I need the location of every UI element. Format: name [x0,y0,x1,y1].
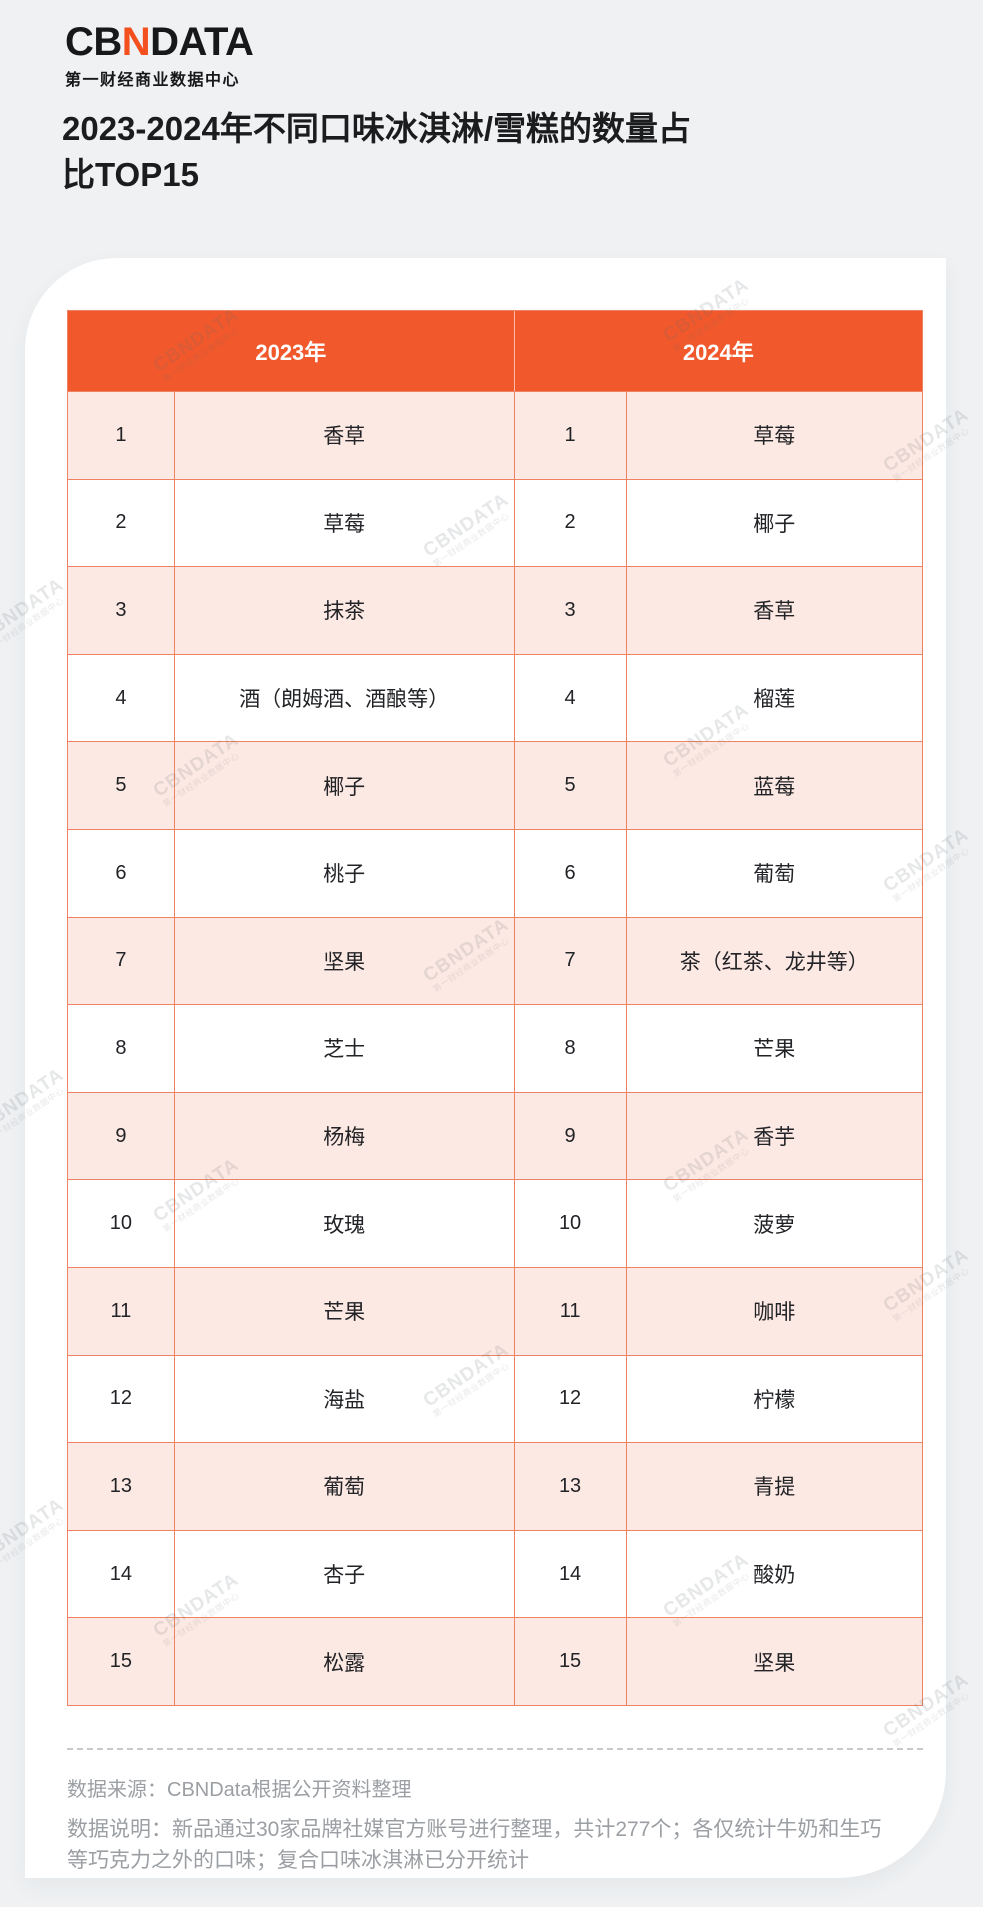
rank-2024-cell: 9 [514,1091,627,1180]
flavor-2023-cell: 玫瑰 [174,1179,515,1267]
cbndata-logo-text: CBNDATA [65,20,254,64]
flavor-2024-cell: 青提 [626,1442,922,1530]
rank-2024-cell: 12 [514,1354,627,1443]
rank-2023-cell: 2 [68,478,175,567]
cbndata-logo: CBNDATA 第一财经商业数据中心 [65,20,254,90]
flavor-2024-cell: 茶（红茶、龙井等） [626,916,922,1005]
flavor-2023-cell: 芝士 [174,1004,515,1092]
rank-2024-cell: 13 [514,1442,627,1530]
flavor-2024-cell: 葡萄 [626,828,922,917]
rank-2023-cell: 3 [68,566,175,654]
table-row: 5 椰子 5 蓝莓 [68,741,922,829]
flavor-2024-cell: 蓝莓 [626,741,922,829]
flavor-2023-cell: 香草 [174,391,515,479]
flavor-2024-cell: 草莓 [626,391,922,479]
flavor-2024-cell: 咖啡 [626,1266,922,1355]
logo-part1: CB [65,20,122,64]
rank-2023-cell: 6 [68,828,175,917]
flavor-2024-cell: 椰子 [626,478,922,567]
rank-2023-cell: 8 [68,1004,175,1092]
flavor-2024-cell: 榴莲 [626,653,922,742]
flavor-2023-cell: 芒果 [174,1266,515,1355]
flavor-2023-cell: 桃子 [174,828,515,917]
rank-2024-cell: 1 [514,391,627,479]
flavor-2023-cell: 葡萄 [174,1442,515,1530]
table-row: 7 坚果 7 茶（红茶、龙井等） [68,916,922,1005]
rank-2024-cell: 8 [514,1004,627,1092]
table-row: 3 抹茶 3 香草 [68,566,922,654]
rank-2023-cell: 13 [68,1442,175,1530]
table-row: 15 松露 15 坚果 [68,1617,922,1705]
flavor-2024-cell: 菠萝 [626,1179,922,1267]
flavor-2023-cell: 海盐 [174,1354,515,1443]
rank-2024-cell: 7 [514,916,627,1005]
rank-2023-cell: 12 [68,1354,175,1443]
rank-2023-cell: 7 [68,916,175,1005]
table-row: 10 玫瑰 10 菠萝 [68,1179,922,1267]
table-row: 8 芝士 8 芒果 [68,1004,922,1092]
rank-2023-cell: 15 [68,1617,175,1705]
flavor-2023-cell: 杨梅 [174,1091,515,1180]
table-row: 2 草莓 2 椰子 [68,478,922,567]
table-row: 14 杏子 14 酸奶 [68,1529,922,1618]
header-2024: 2024年 [682,340,754,365]
table-row: 11 芒果 11 咖啡 [68,1266,922,1355]
flavor-2023-cell: 椰子 [174,741,515,829]
rank-2024-cell: 4 [514,653,627,742]
flavor-2024-cell: 酸奶 [626,1529,922,1618]
header-2023: 2023年 [68,311,515,391]
page-title: 2023-2024年不同口味冰淇淋/雪糕的数量占比TOP15 [62,110,691,194]
rank-2024-cell: 6 [514,828,627,917]
rank-2024-cell: 15 [514,1617,627,1705]
flavor-2024-cell: 柠檬 [626,1354,922,1443]
rank-2023-cell: 1 [68,391,175,479]
rank-2023-cell: 5 [68,741,175,829]
rank-2024-cell: 2 [514,478,627,567]
rank-2023-cell: 10 [68,1179,175,1267]
table-row: 12 海盐 12 柠檬 [68,1354,922,1443]
logo-part2: DATA [150,20,254,64]
rank-2023-cell: 9 [68,1091,175,1180]
rank-2023-cell: 11 [68,1266,175,1355]
flavor-2024-cell: 芒果 [626,1004,922,1092]
rank-2024-cell: 14 [514,1529,627,1618]
data-source-text: 数据来源：CBNData根据公开资料整理 [67,1778,412,1801]
flavor-2023-cell: 抹茶 [174,566,515,654]
table-body: 1 香草 1 草莓 2 草莓 2 椰子 3 抹茶 3 香草 4 酒（朗姆酒、酒酿… [68,391,922,1705]
rank-2024-cell: 5 [514,741,627,829]
dashed-divider [67,1747,923,1750]
data-note-text: 数据说明：新品通过30家品牌社媒官方账号进行整理，共计277个；各仅统计牛奶和生… [67,1817,882,1873]
table-row: 6 桃子 6 葡萄 [68,828,922,917]
flavor-2023-cell: 坚果 [174,916,515,1005]
rank-2023-cell: 4 [68,653,175,742]
brand-tagline: 第一财经商业数据中心 [65,72,241,89]
table-row: 1 香草 1 草莓 [68,391,922,479]
table-row: 9 杨梅 9 香芋 [68,1091,922,1180]
rank-2024-cell: 10 [514,1179,627,1267]
flavor-2024-cell: 坚果 [626,1617,922,1705]
flavor-2024-cell: 香草 [626,566,922,654]
flavor-2023-cell: 酒（朗姆酒、酒酿等） [174,653,515,742]
content-card: 2023年 2024年 1 香草 1 草莓 2 草莓 2 椰子 3 抹茶 3 香… [25,258,946,1878]
logo-accent-n: N [121,20,151,64]
flavor-2023-cell: 松露 [174,1617,515,1705]
rank-2024-cell: 3 [514,566,627,654]
table-row: 4 酒（朗姆酒、酒酿等） 4 榴莲 [68,653,922,742]
rank-2024-cell: 11 [514,1266,627,1355]
table-row: 13 葡萄 13 青提 [68,1442,922,1530]
ranking-table: 2023年 2024年 1 香草 1 草莓 2 草莓 2 椰子 3 抹茶 3 香… [67,310,923,1706]
table-header-row: 2023年 2024年 [68,311,922,391]
flavor-2023-cell: 草莓 [174,478,515,567]
flavor-2023-cell: 杏子 [174,1529,515,1618]
flavor-2024-cell: 香芋 [626,1091,922,1180]
rank-2023-cell: 14 [68,1529,175,1618]
